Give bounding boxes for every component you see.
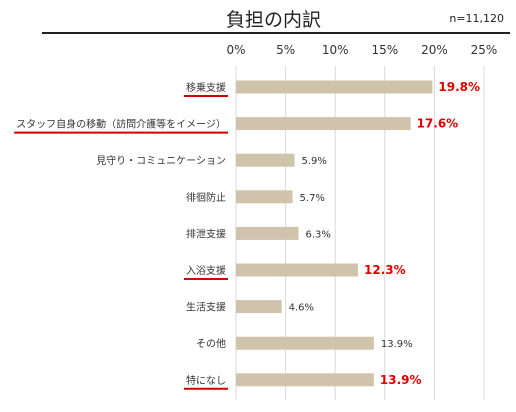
x-tick-label: 10%: [322, 43, 349, 57]
bar: [236, 80, 433, 94]
x-tick-label: 0%: [226, 43, 245, 57]
x-tick-label: 5%: [276, 43, 295, 57]
bar: [236, 117, 411, 131]
category-label: 入浴支援: [186, 264, 226, 277]
bar: [236, 373, 374, 387]
value-label: 12.3%: [364, 263, 406, 277]
value-label: 6.3%: [305, 229, 330, 240]
value-label: 5.9%: [302, 156, 327, 167]
category-label: 特になし: [186, 375, 226, 387]
value-label: 5.7%: [300, 193, 325, 204]
category-label: 見守り・コミュニケーション: [96, 154, 226, 167]
sample-size-note: n=11,120: [449, 12, 504, 25]
value-label: 4.6%: [289, 303, 314, 314]
category-label: スタッフ自身の移動（訪問介護等をイメージ）: [16, 118, 226, 131]
category-label: 移乗支援: [186, 81, 226, 94]
bar: [236, 300, 282, 314]
category-label: 排泄支援: [186, 227, 226, 240]
value-label: 13.9%: [380, 373, 422, 387]
value-label: 13.9%: [381, 339, 413, 350]
x-tick-label: 25%: [471, 43, 498, 57]
title-underline-rule: [42, 32, 510, 34]
category-label: 徘徊防止: [186, 191, 226, 204]
bar: [236, 190, 293, 204]
bar: [236, 336, 374, 350]
category-label: その他: [196, 337, 226, 350]
value-label: 17.6%: [417, 117, 459, 131]
category-label: 生活支援: [186, 301, 226, 314]
chart-title: 負担の内訳: [226, 9, 322, 31]
bar: [236, 153, 295, 167]
x-tick-label: 20%: [421, 43, 448, 57]
bar: [236, 263, 359, 277]
x-tick-label: 15%: [371, 43, 398, 57]
bar: [236, 226, 299, 240]
value-label: 19.8%: [438, 80, 480, 94]
